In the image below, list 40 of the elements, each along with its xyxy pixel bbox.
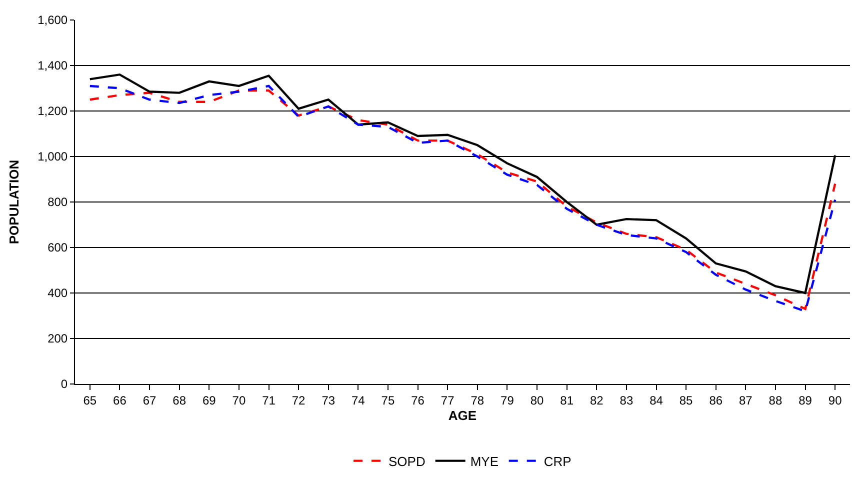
- y-tick-label: 1,000: [38, 150, 68, 164]
- legend-label: SOPD: [388, 454, 426, 469]
- x-tick-label: 82: [590, 393, 604, 408]
- x-tick-label: 84: [650, 393, 664, 408]
- x-tick-label: 79: [500, 393, 514, 408]
- x-tick-label: 85: [679, 393, 694, 408]
- y-axis-title: POPULATION: [6, 160, 22, 244]
- y-tick-label: 1,600: [38, 13, 68, 28]
- x-tick-label: 66: [113, 393, 127, 408]
- x-tick-label: 65: [83, 393, 97, 408]
- x-tick-label: 68: [172, 393, 186, 408]
- y-tick-label: 1,200: [38, 104, 68, 118]
- x-tick-label: 74: [351, 393, 366, 408]
- y-tick-label: 1,400: [38, 58, 68, 73]
- x-tick-label: 67: [142, 393, 157, 408]
- x-tick-label: 75: [381, 393, 395, 408]
- y-tick-label: 800: [48, 195, 68, 210]
- x-tick-label: 78: [470, 393, 484, 408]
- y-tick-label: 0: [60, 377, 68, 392]
- x-tick-label: 77: [440, 393, 455, 408]
- x-tick-label: 86: [709, 393, 723, 408]
- x-tick-label: 87: [738, 393, 753, 408]
- x-tick-label: 73: [322, 393, 336, 408]
- x-tick-label: 71: [262, 393, 276, 408]
- y-tick-label: 400: [48, 286, 68, 300]
- x-tick-label: 70: [232, 393, 246, 408]
- y-tick-label: 600: [48, 240, 68, 255]
- x-tick-label: 80: [530, 393, 544, 408]
- y-tick-label: 200: [48, 332, 68, 346]
- x-tick-label: 76: [411, 393, 425, 408]
- x-tick-label: 90: [828, 393, 842, 408]
- x-axis-title: AGE: [448, 408, 477, 423]
- x-tick-label: 88: [768, 393, 782, 408]
- x-tick-label: 69: [202, 393, 216, 408]
- x-tick-label: 89: [798, 393, 812, 408]
- x-tick-label: 81: [560, 393, 574, 408]
- x-tick-label: 72: [292, 393, 306, 408]
- x-tick-label: 83: [620, 393, 634, 408]
- legend-label: MYE: [470, 454, 499, 469]
- legend-label: CRP: [544, 454, 572, 469]
